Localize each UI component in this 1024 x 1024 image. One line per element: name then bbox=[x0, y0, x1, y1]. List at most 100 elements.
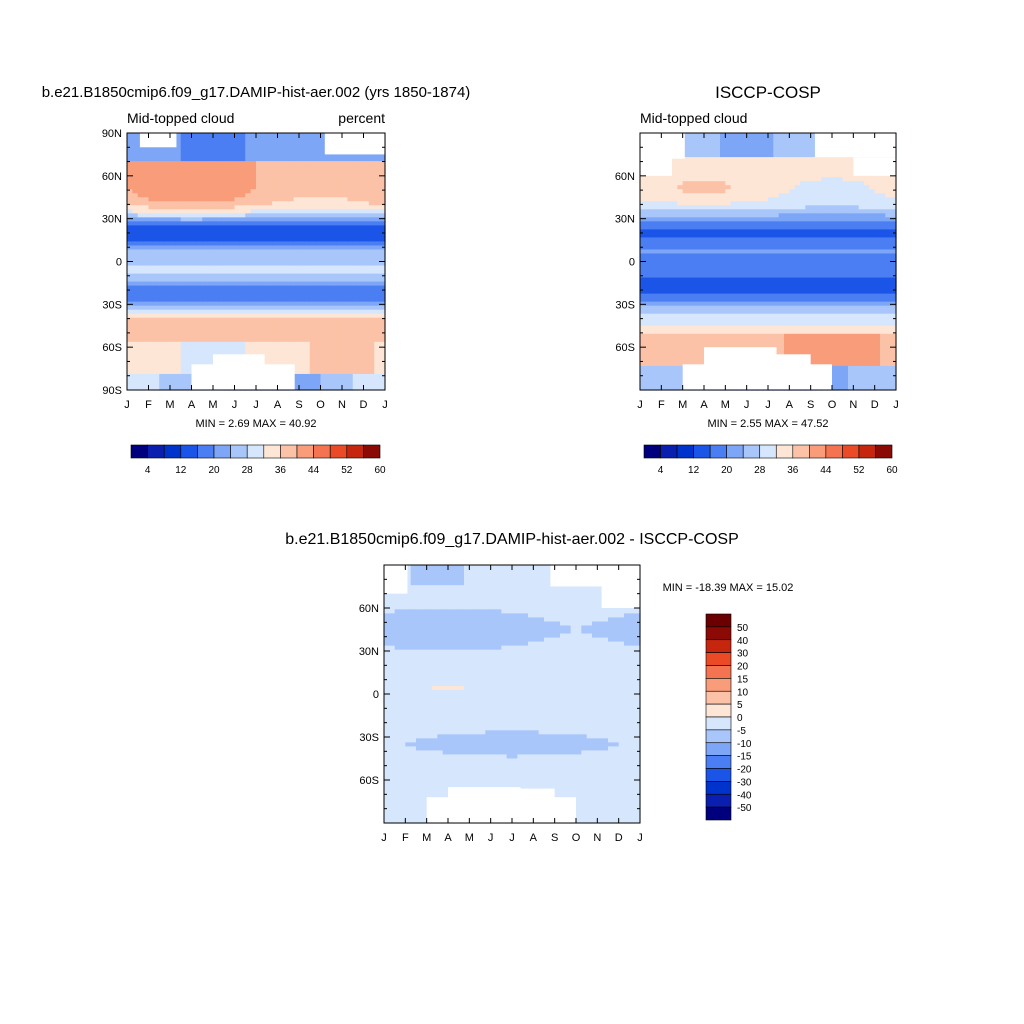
heatmap-cell bbox=[784, 321, 790, 327]
heatmap-cell bbox=[677, 245, 684, 251]
heatmap-cell bbox=[752, 209, 758, 214]
heatmap-cell bbox=[175, 305, 182, 311]
heatmap-cell bbox=[250, 261, 257, 267]
heatmap-cell bbox=[148, 293, 155, 299]
heatmap-cell bbox=[175, 137, 182, 142]
heatmap-cell bbox=[325, 189, 332, 194]
heatmap-cell bbox=[352, 185, 359, 190]
heatmap-cell bbox=[368, 253, 375, 259]
heatmap-cell bbox=[180, 297, 187, 303]
heatmap-cell bbox=[239, 193, 246, 198]
heatmap-cell bbox=[736, 341, 742, 347]
heatmap-cell bbox=[704, 173, 710, 178]
heatmap-cell bbox=[720, 329, 726, 335]
heatmap-cell bbox=[315, 137, 322, 142]
heatmap-cell bbox=[746, 309, 753, 315]
heatmap-cell bbox=[277, 185, 284, 190]
heatmap-cell bbox=[132, 173, 139, 178]
heatmap-cell bbox=[191, 189, 198, 194]
heatmap-cell bbox=[778, 197, 785, 202]
heatmap-cell bbox=[245, 165, 252, 170]
heatmap-cell bbox=[342, 341, 348, 347]
heatmap-cell bbox=[272, 333, 279, 339]
heatmap-cell bbox=[752, 253, 758, 259]
heatmap-cell bbox=[374, 189, 381, 194]
heatmap-cell bbox=[331, 233, 338, 239]
heatmap-cell bbox=[656, 177, 662, 182]
heatmap-cell bbox=[347, 257, 354, 263]
heatmap-cell bbox=[239, 325, 246, 331]
heatmap-cell bbox=[148, 241, 155, 247]
heatmap-cell bbox=[132, 137, 139, 142]
heatmap-cell bbox=[261, 213, 268, 218]
heatmap-cell bbox=[175, 157, 182, 162]
heatmap-cell bbox=[202, 173, 209, 178]
heatmap-cell bbox=[778, 257, 785, 263]
heatmap-cell bbox=[309, 289, 316, 295]
heatmap-cell bbox=[153, 145, 160, 150]
heatmap-cell bbox=[304, 249, 311, 255]
heatmap-cell bbox=[282, 301, 289, 307]
heatmap-cell bbox=[342, 233, 348, 239]
heatmap-cell bbox=[762, 273, 769, 279]
heatmap-cell bbox=[175, 325, 182, 331]
heatmap-cell bbox=[358, 381, 365, 387]
heatmap-cell bbox=[293, 333, 300, 339]
heatmap-cell bbox=[342, 285, 348, 291]
heatmap-cell bbox=[379, 249, 386, 255]
heatmap-cell bbox=[288, 313, 295, 319]
heatmap-cell bbox=[736, 205, 742, 210]
heatmap-cell bbox=[336, 209, 343, 214]
heatmap-cell bbox=[773, 297, 780, 303]
heatmap-cell bbox=[250, 181, 257, 186]
heatmap-cell bbox=[164, 153, 171, 158]
heatmap-cell bbox=[293, 341, 300, 347]
heatmap-cell bbox=[320, 153, 327, 158]
heatmap-cell bbox=[143, 253, 150, 259]
heatmap-cell bbox=[148, 309, 155, 315]
heatmap-cell bbox=[741, 261, 748, 267]
heatmap-cell bbox=[640, 333, 646, 339]
heatmap-cell bbox=[789, 157, 796, 162]
heatmap-cell bbox=[331, 205, 338, 210]
heatmap-cell bbox=[677, 189, 684, 194]
heatmap-cell bbox=[148, 261, 155, 267]
heatmap-cell bbox=[645, 341, 652, 347]
heatmap-cell bbox=[331, 333, 338, 339]
heatmap-cell bbox=[272, 209, 279, 214]
heatmap-cell bbox=[650, 241, 657, 247]
heatmap-cell bbox=[288, 289, 295, 295]
heatmap-cell bbox=[137, 313, 144, 319]
heatmap-cell bbox=[645, 213, 652, 218]
heatmap-cell bbox=[202, 141, 209, 146]
heatmap-cell bbox=[666, 337, 673, 343]
heatmap-cell bbox=[331, 181, 338, 186]
heatmap-cell bbox=[736, 137, 742, 142]
heatmap-cell bbox=[368, 385, 375, 391]
heatmap-cell bbox=[725, 305, 732, 311]
heatmap-cell bbox=[363, 273, 370, 279]
heatmap-cell bbox=[331, 385, 338, 391]
heatmap-cell bbox=[282, 241, 289, 247]
heatmap-cell bbox=[299, 321, 305, 327]
heatmap-cell bbox=[315, 317, 322, 323]
heatmap-cell bbox=[709, 281, 716, 287]
heatmap-cell bbox=[223, 257, 230, 263]
heatmap-cell bbox=[661, 273, 668, 279]
heatmap-cell bbox=[784, 161, 790, 166]
heatmap-cell bbox=[191, 313, 198, 319]
heatmap-cell bbox=[213, 269, 219, 275]
heatmap-cell bbox=[666, 305, 673, 311]
heatmap-cell bbox=[768, 141, 774, 146]
heatmap-cell bbox=[336, 265, 343, 271]
heatmap-cell bbox=[784, 149, 790, 154]
heatmap-cell bbox=[757, 201, 764, 206]
heatmap-cell bbox=[789, 137, 796, 142]
heatmap-cell bbox=[127, 325, 133, 331]
heatmap-cell bbox=[180, 185, 187, 190]
heatmap-cell bbox=[688, 237, 694, 243]
heatmap-cell bbox=[261, 225, 268, 230]
heatmap-cell bbox=[250, 149, 257, 154]
heatmap-cell bbox=[218, 257, 225, 263]
heatmap-cell bbox=[762, 249, 769, 255]
